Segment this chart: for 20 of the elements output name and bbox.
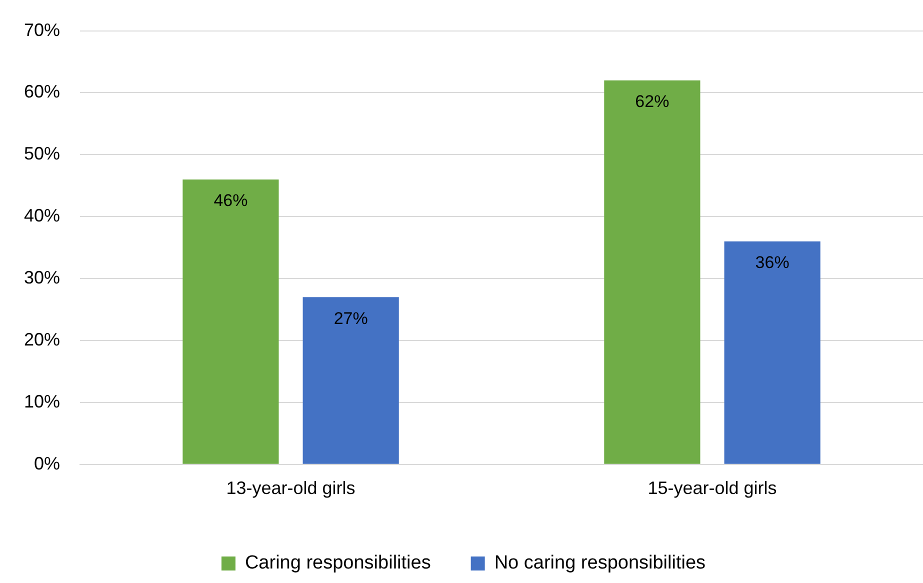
x-tick-label: 15-year-old girls	[648, 478, 777, 498]
bar	[182, 179, 279, 464]
y-tick-label: 10%	[24, 391, 60, 412]
data-label: 62%	[635, 92, 670, 112]
y-tick-label: 70%	[24, 20, 60, 40]
y-tick-label: 30%	[24, 268, 60, 288]
y-tick-label: 0%	[34, 453, 60, 474]
legend-label: No caring responsibilities	[494, 552, 706, 574]
y-tick-label: 60%	[24, 82, 60, 102]
data-label: 46%	[214, 191, 248, 210]
y-tick-label: 20%	[24, 329, 60, 350]
bar	[604, 80, 700, 464]
x-tick-label: 13-year-old girls	[226, 478, 356, 498]
legend-label: Caring responsibilities	[244, 552, 431, 574]
bar	[302, 297, 399, 464]
data-label: 27%	[334, 308, 368, 328]
bar	[724, 241, 820, 464]
data-label: 36%	[755, 253, 790, 272]
y-tick-label: 40%	[24, 206, 60, 226]
y-tick-label: 50%	[24, 144, 60, 164]
